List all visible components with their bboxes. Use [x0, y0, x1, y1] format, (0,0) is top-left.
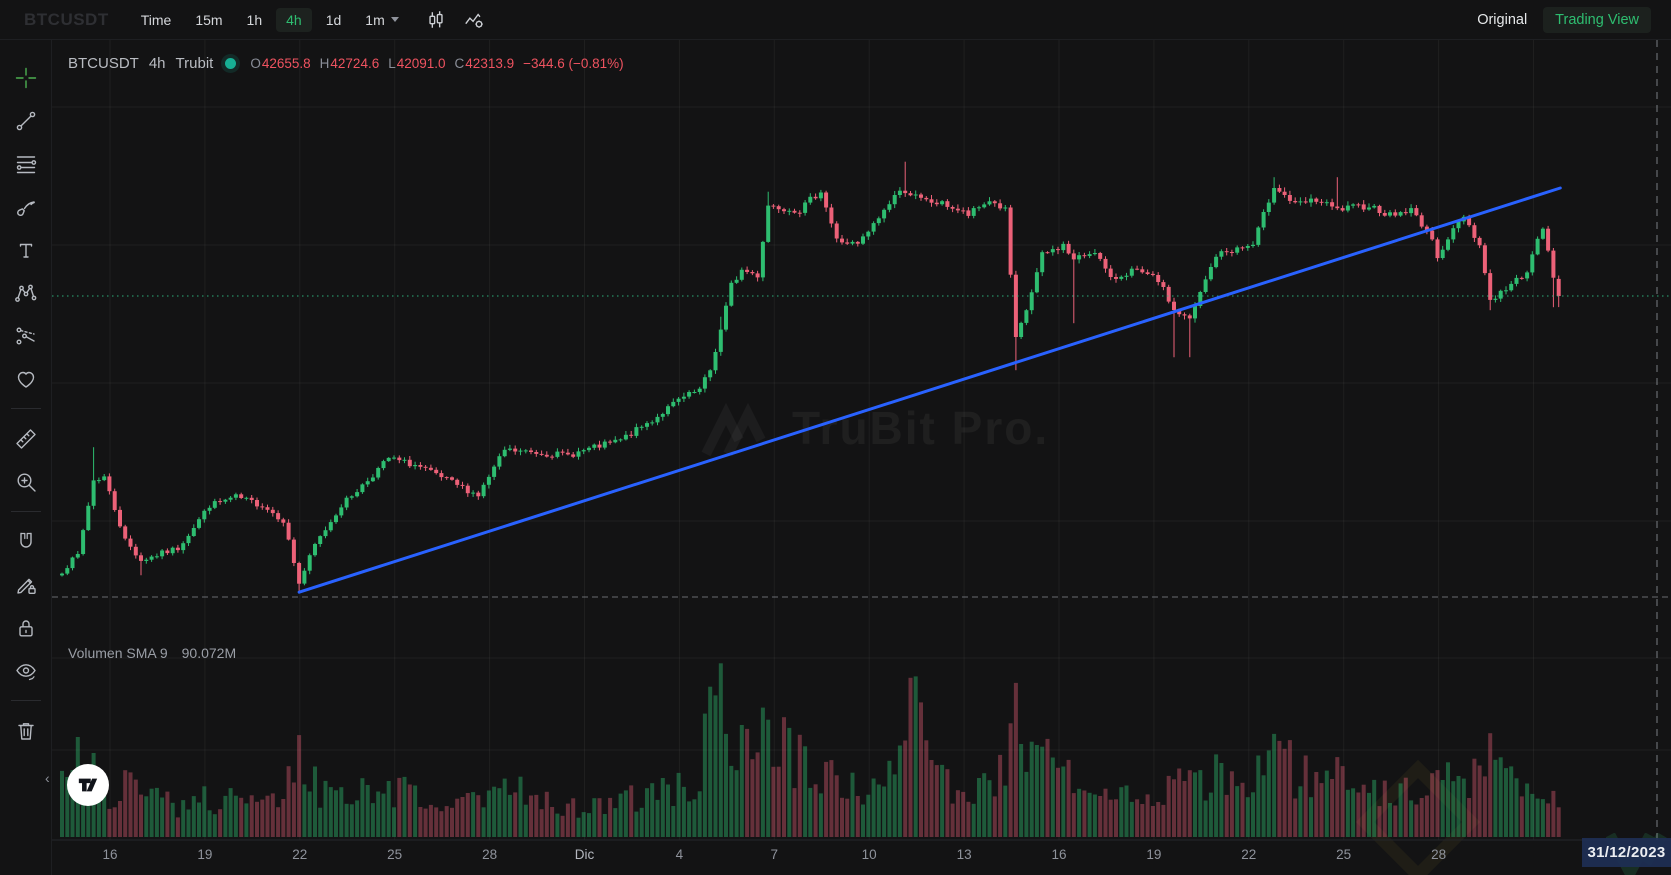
interval-button-1m[interactable]: 1m [355, 8, 408, 32]
time-axis-label: 25 [387, 847, 403, 862]
interval-group: Time 15m 1h 4h 1d 1m [131, 7, 409, 32]
watermark-text: TruBit Pro. [792, 402, 1050, 454]
time-axis-label: 25 [1336, 847, 1352, 862]
trend-line-icon[interactable] [0, 99, 52, 142]
toolbar-divider [10, 511, 41, 512]
top-toolbar: BTCUSDT Time 15m 1h 4h 1d 1m Original Trading… [0, 0, 1671, 40]
chart-legend: BTCUSDT 4h Trubit O 42655.8 H 42724.6 L 42091… [68, 55, 624, 72]
status-dot [225, 58, 237, 69]
ohlc-values: O 42655.8 H 42724.6 L 42091.0 C 42313.9 −344.6 (… [250, 56, 623, 71]
time-axis-label: 16 [102, 847, 118, 862]
interval-button-time[interactable]: Time [140, 11, 172, 28]
interval-button-15m[interactable]: 15m [195, 11, 223, 28]
volume-legend: Volumen SMA 9 90.072M [68, 645, 236, 661]
zoom-in-icon[interactable] [0, 460, 52, 503]
gridlines [52, 40, 1671, 841]
interval-button-4h[interactable]: 4h [276, 7, 312, 32]
overlays [52, 40, 1671, 840]
volume-bars [60, 663, 1561, 837]
original-button[interactable]: Original [1477, 11, 1528, 28]
candles [60, 161, 1561, 593]
volume-label[interactable]: Volumen SMA 9 [68, 645, 168, 661]
ohlc-value: 42724.6 [330, 56, 380, 71]
time-axis-label: 16 [1051, 847, 1067, 862]
ohlc-key: L [388, 56, 396, 71]
measure-icon[interactable] [0, 417, 52, 460]
drawing-mode-lock-icon[interactable] [0, 563, 52, 606]
text-icon[interactable] [0, 228, 52, 271]
fib-retracement-icon[interactable] [0, 142, 52, 185]
brush-icon[interactable] [0, 185, 52, 228]
time-axis-label: 7 [770, 847, 779, 862]
ohlc-value: 42091.0 [396, 56, 446, 71]
tradingview-logo[interactable] [67, 764, 109, 806]
legend-interval[interactable]: 4h [148, 55, 166, 72]
ohlc-value: 42313.9 [465, 56, 515, 71]
candle-style-icon[interactable] [425, 9, 447, 31]
magnet-icon[interactable] [0, 520, 52, 563]
ohlc-key: H [319, 56, 330, 71]
hide-drawings-icon[interactable] [0, 649, 52, 692]
change-value: −344.6 (−0.81%) [523, 56, 624, 71]
time-axis-label: Dic [574, 847, 595, 862]
chart-canvas[interactable] [52, 40, 1671, 875]
volume-value: 90.072M [181, 645, 237, 661]
time-axis-label: 22 [292, 847, 308, 862]
last-date-badge: 31/12/2023 [1582, 838, 1671, 867]
time-axis-label: 4 [675, 847, 684, 862]
topbar-symbol-label: BTCUSDT [24, 9, 109, 29]
collapse-toolbar-chevron[interactable]: ‹ [45, 770, 50, 786]
toolbar-divider [10, 408, 41, 409]
time-axis-label: 28 [1431, 847, 1447, 862]
time-axis-label: 22 [1241, 847, 1257, 862]
toolbar-divider [10, 700, 41, 701]
time-axis-label: 13 [956, 847, 972, 862]
time-axis-label: 19 [1146, 847, 1162, 862]
forecast-icon[interactable] [0, 314, 52, 357]
lock-all-icon[interactable] [0, 606, 52, 649]
drawing-toolbar [0, 40, 52, 875]
time-axis-label: 10 [861, 847, 877, 862]
trubit-watermark: TruBit Pro. [698, 396, 1049, 460]
topbar-left: BTCUSDT Time 15m 1h 4h 1d 1m [0, 7, 485, 32]
legend-exchange[interactable]: Trubit [175, 55, 214, 72]
trading-view-button[interactable]: Trading View [1543, 6, 1651, 33]
remove-drawings-icon[interactable] [0, 709, 52, 752]
crosshair-icon[interactable] [0, 56, 52, 99]
topbar-right: Original Trading View [1477, 6, 1671, 33]
emoji-icon[interactable] [0, 357, 52, 400]
xabcd-pattern-icon[interactable] [0, 271, 52, 314]
indicator-settings-icon[interactable] [463, 9, 485, 31]
time-axis-label: 19 [197, 847, 213, 862]
caret-down-icon [390, 17, 399, 22]
legend-symbol[interactable]: BTCUSDT [68, 55, 139, 72]
ohlc-key: C [454, 56, 465, 71]
interval-button-1d[interactable]: 1d [325, 11, 342, 28]
ohlc-value: 42655.8 [261, 56, 311, 71]
time-axis[interactable]: 16 19 22 25 28 Dic 4 7 10 13 16 19 22 25 28 [52, 840, 1671, 875]
interval-button-1h[interactable]: 1h [246, 11, 263, 28]
ohlc-key: O [250, 56, 261, 71]
time-axis-label: 28 [482, 847, 498, 862]
